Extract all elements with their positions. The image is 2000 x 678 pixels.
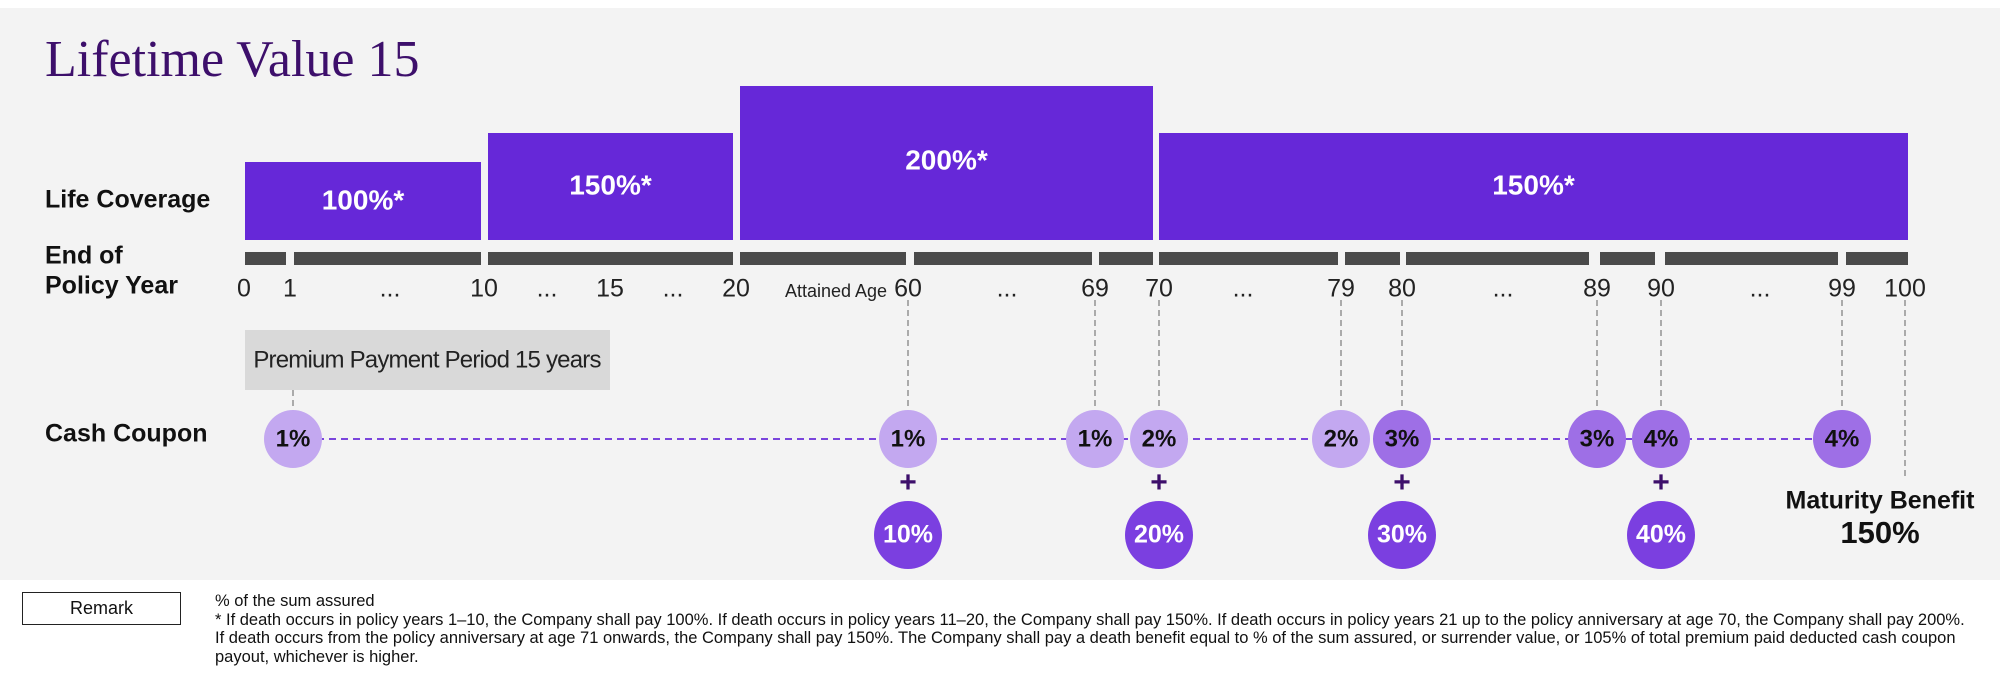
coupon-label: 4% bbox=[1644, 425, 1679, 452]
remark-button[interactable]: Remark bbox=[22, 592, 181, 625]
year-label: 79 bbox=[1327, 275, 1355, 303]
bonus-circle bbox=[1627, 501, 1695, 569]
coupon-label: 2% bbox=[1142, 425, 1177, 452]
year-label: 10 bbox=[470, 275, 498, 303]
plus: + bbox=[1652, 466, 1670, 499]
coupon-label: 1% bbox=[1078, 425, 1113, 452]
coupon-circle bbox=[1066, 410, 1124, 468]
year-label: ... bbox=[1750, 275, 1771, 303]
year-label: 90 bbox=[1647, 275, 1675, 303]
row-label: Life Coverage bbox=[45, 186, 210, 214]
timeline-segment bbox=[1665, 252, 1838, 265]
year-label: ... bbox=[380, 275, 401, 303]
coupon-circle bbox=[1568, 410, 1626, 468]
coverage-label: 150%* bbox=[569, 169, 652, 200]
timeline-segment bbox=[1406, 252, 1589, 265]
year-label: 80 bbox=[1388, 275, 1416, 303]
timeline-segment bbox=[1846, 252, 1908, 265]
premium-period: Premium Payment Period 15 years bbox=[253, 346, 601, 373]
bonus-circle bbox=[1125, 501, 1193, 569]
coverage-label: 200%* bbox=[905, 144, 988, 175]
title: Lifetime Value 15 bbox=[45, 31, 420, 88]
year-label: 60 bbox=[894, 275, 922, 303]
year-label: 69 bbox=[1081, 275, 1109, 303]
unit-note: % of the sum assured bbox=[215, 592, 375, 610]
coupon-label: 4% bbox=[1825, 425, 1860, 452]
year-label: ... bbox=[537, 275, 558, 303]
year-label: 100 bbox=[1884, 275, 1926, 303]
coverage-block bbox=[1159, 133, 1908, 240]
year-label: ... bbox=[997, 275, 1018, 303]
diagram: Lifetime Value 15 Life Coverage End of P… bbox=[0, 8, 2000, 580]
year-label: ... bbox=[1233, 275, 1254, 303]
coupon-circle bbox=[1813, 410, 1871, 468]
timeline-segment bbox=[1345, 252, 1400, 265]
coupon-label: 1% bbox=[276, 425, 311, 452]
timeline-segment bbox=[740, 252, 906, 265]
coverage-block bbox=[245, 162, 481, 240]
footnote: * If death occurs in policy years 1–10, … bbox=[215, 610, 1965, 666]
timeline-segment bbox=[914, 252, 1092, 265]
year-label: 0 bbox=[237, 275, 251, 303]
coverage-block bbox=[740, 86, 1153, 240]
coupon-circle bbox=[1312, 410, 1370, 468]
year-label: 70 bbox=[1145, 275, 1173, 303]
coverage-block bbox=[488, 133, 733, 240]
maturity-value: 150% bbox=[1840, 515, 1919, 550]
coupon-circle bbox=[1130, 410, 1188, 468]
coupon-label: 2% bbox=[1324, 425, 1359, 452]
row-label: End of bbox=[45, 242, 123, 270]
bonus-circle bbox=[1368, 501, 1436, 569]
timeline-segment bbox=[488, 252, 733, 265]
timeline-segment bbox=[1159, 252, 1338, 265]
plus: + bbox=[1393, 466, 1411, 499]
coupon-circle bbox=[1373, 410, 1431, 468]
plus: + bbox=[899, 466, 917, 499]
coupon-circle bbox=[879, 410, 937, 468]
notes: % of the sum assured * If death occurs i… bbox=[215, 592, 1975, 666]
year-label: ... bbox=[663, 275, 684, 303]
year-label: 99 bbox=[1828, 275, 1856, 303]
bonus-circle bbox=[874, 501, 942, 569]
year-label: ... bbox=[1493, 275, 1514, 303]
year-label: 20 bbox=[722, 275, 750, 303]
year-label: 89 bbox=[1583, 275, 1611, 303]
coupon-label: 3% bbox=[1580, 425, 1615, 452]
coupon-label: 1% bbox=[891, 425, 926, 452]
coupon-circle bbox=[264, 410, 322, 468]
bonus-label: 30% bbox=[1377, 521, 1427, 549]
timeline-segment bbox=[294, 252, 481, 265]
year-label: 15 bbox=[596, 275, 624, 303]
bonus-label: 10% bbox=[883, 521, 933, 549]
attained-age: Attained Age bbox=[785, 281, 887, 301]
bonus-label: 40% bbox=[1636, 521, 1686, 549]
timeline-segment bbox=[1600, 252, 1655, 265]
row-label: Cash Coupon bbox=[45, 420, 208, 448]
timeline-segment bbox=[1099, 252, 1153, 265]
coverage-label: 150%* bbox=[1492, 169, 1575, 200]
coupon-label: 3% bbox=[1385, 425, 1420, 452]
plus: + bbox=[1150, 466, 1168, 499]
timeline-segment bbox=[245, 252, 286, 265]
coupon-circle bbox=[1632, 410, 1690, 468]
premium-box bbox=[245, 330, 610, 390]
bonus-label: 20% bbox=[1134, 521, 1184, 549]
coverage-label: 100%* bbox=[322, 184, 405, 215]
year-label: 1 bbox=[283, 275, 297, 303]
row-label: Policy Year bbox=[45, 272, 178, 300]
maturity-label: Maturity Benefit bbox=[1786, 487, 1976, 515]
